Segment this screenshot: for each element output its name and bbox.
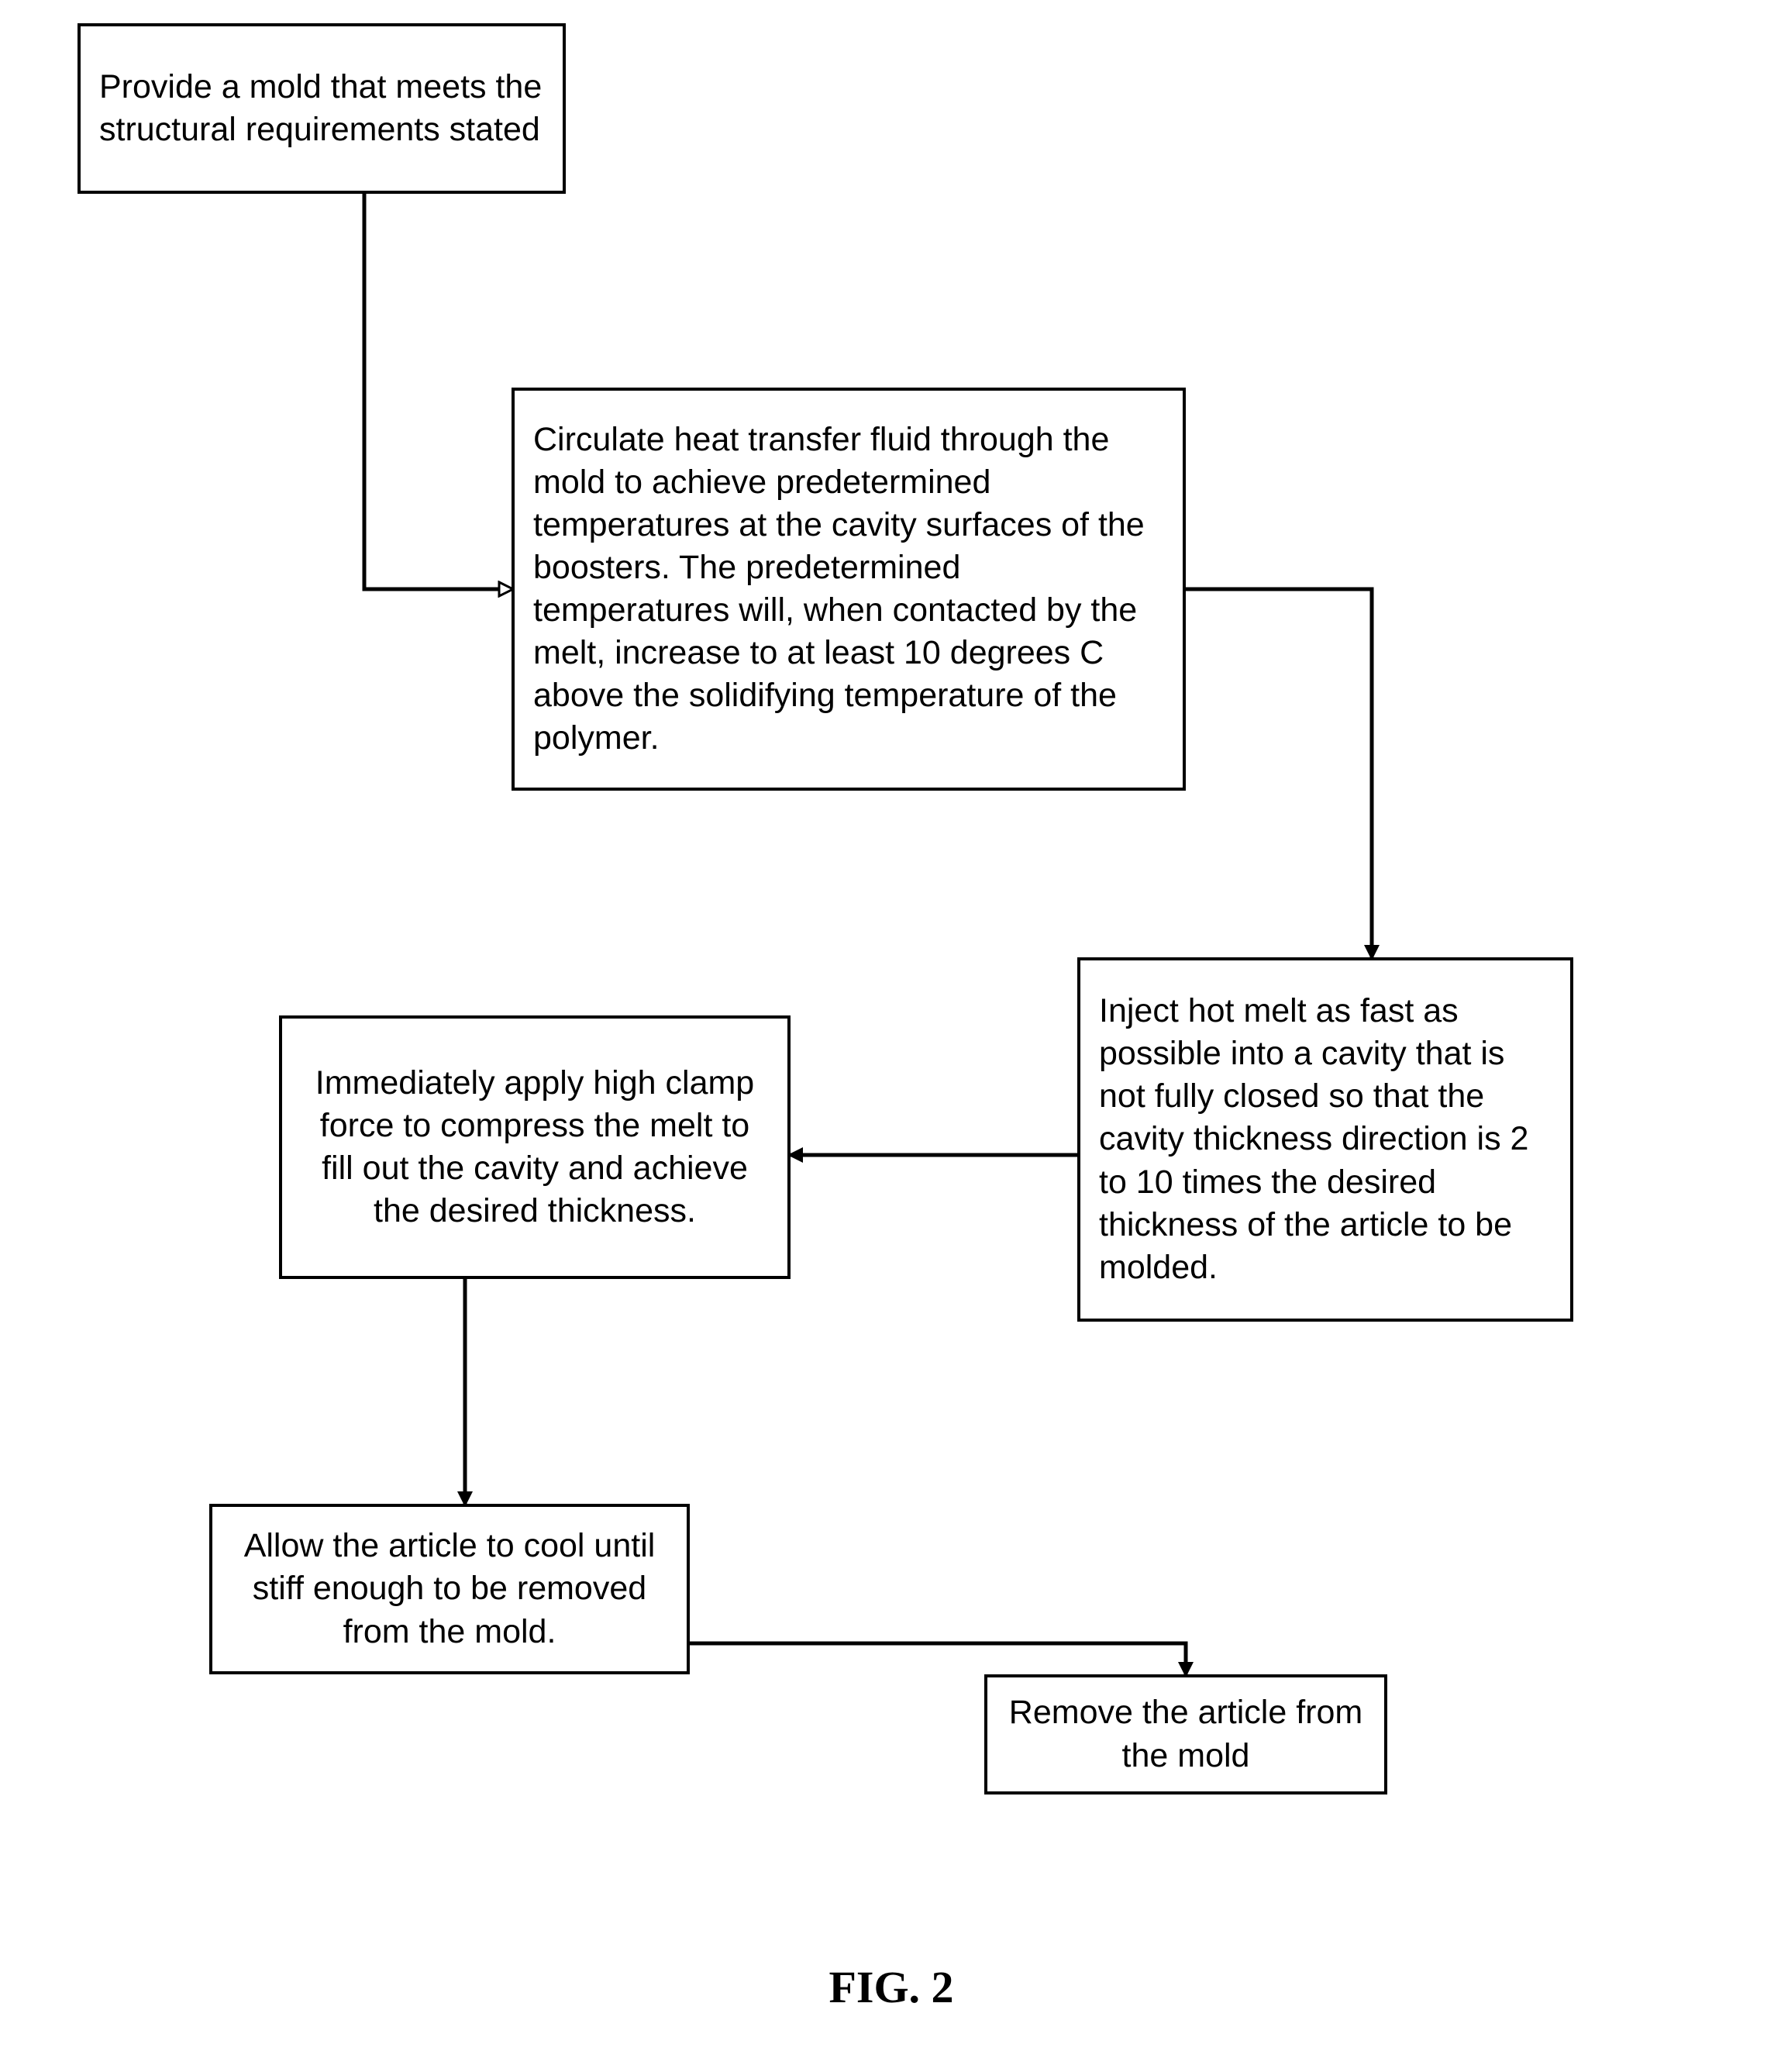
figure-label: FIG. 2	[783, 1961, 1000, 2013]
flow-node-provide-mold: Provide a mold that meets the structural…	[78, 23, 566, 194]
connector-n1-n2	[364, 194, 512, 589]
flow-node-text: Circulate heat transfer fluid through th…	[533, 419, 1164, 760]
connector-n5-n6	[690, 1643, 1186, 1674]
flow-node-remove-article: Remove the article from the mold	[984, 1674, 1387, 1794]
flow-node-text: Inject hot melt as fast as possible into…	[1099, 990, 1552, 1288]
flow-node-text: Provide a mold that meets the structural…	[99, 66, 544, 151]
figure-label-text: FIG. 2	[828, 1962, 953, 2012]
flow-node-circulate-fluid: Circulate heat transfer fluid through th…	[512, 388, 1186, 791]
flow-node-text: Remove the article from the mold	[1006, 1691, 1366, 1777]
flow-node-apply-clamp: Immediately apply high clamp force to co…	[279, 1015, 791, 1279]
flow-node-text: Allow the article to cool until stiff en…	[231, 1525, 668, 1653]
flow-node-allow-cool: Allow the article to cool until stiff en…	[209, 1504, 690, 1674]
flow-node-text: Immediately apply high clamp force to co…	[301, 1062, 769, 1233]
flow-node-inject-melt: Inject hot melt as fast as possible into…	[1077, 957, 1573, 1322]
flowchart-canvas: Provide a mold that meets the structural…	[0, 0, 1781, 2072]
connector-n2-n3	[1186, 589, 1372, 957]
